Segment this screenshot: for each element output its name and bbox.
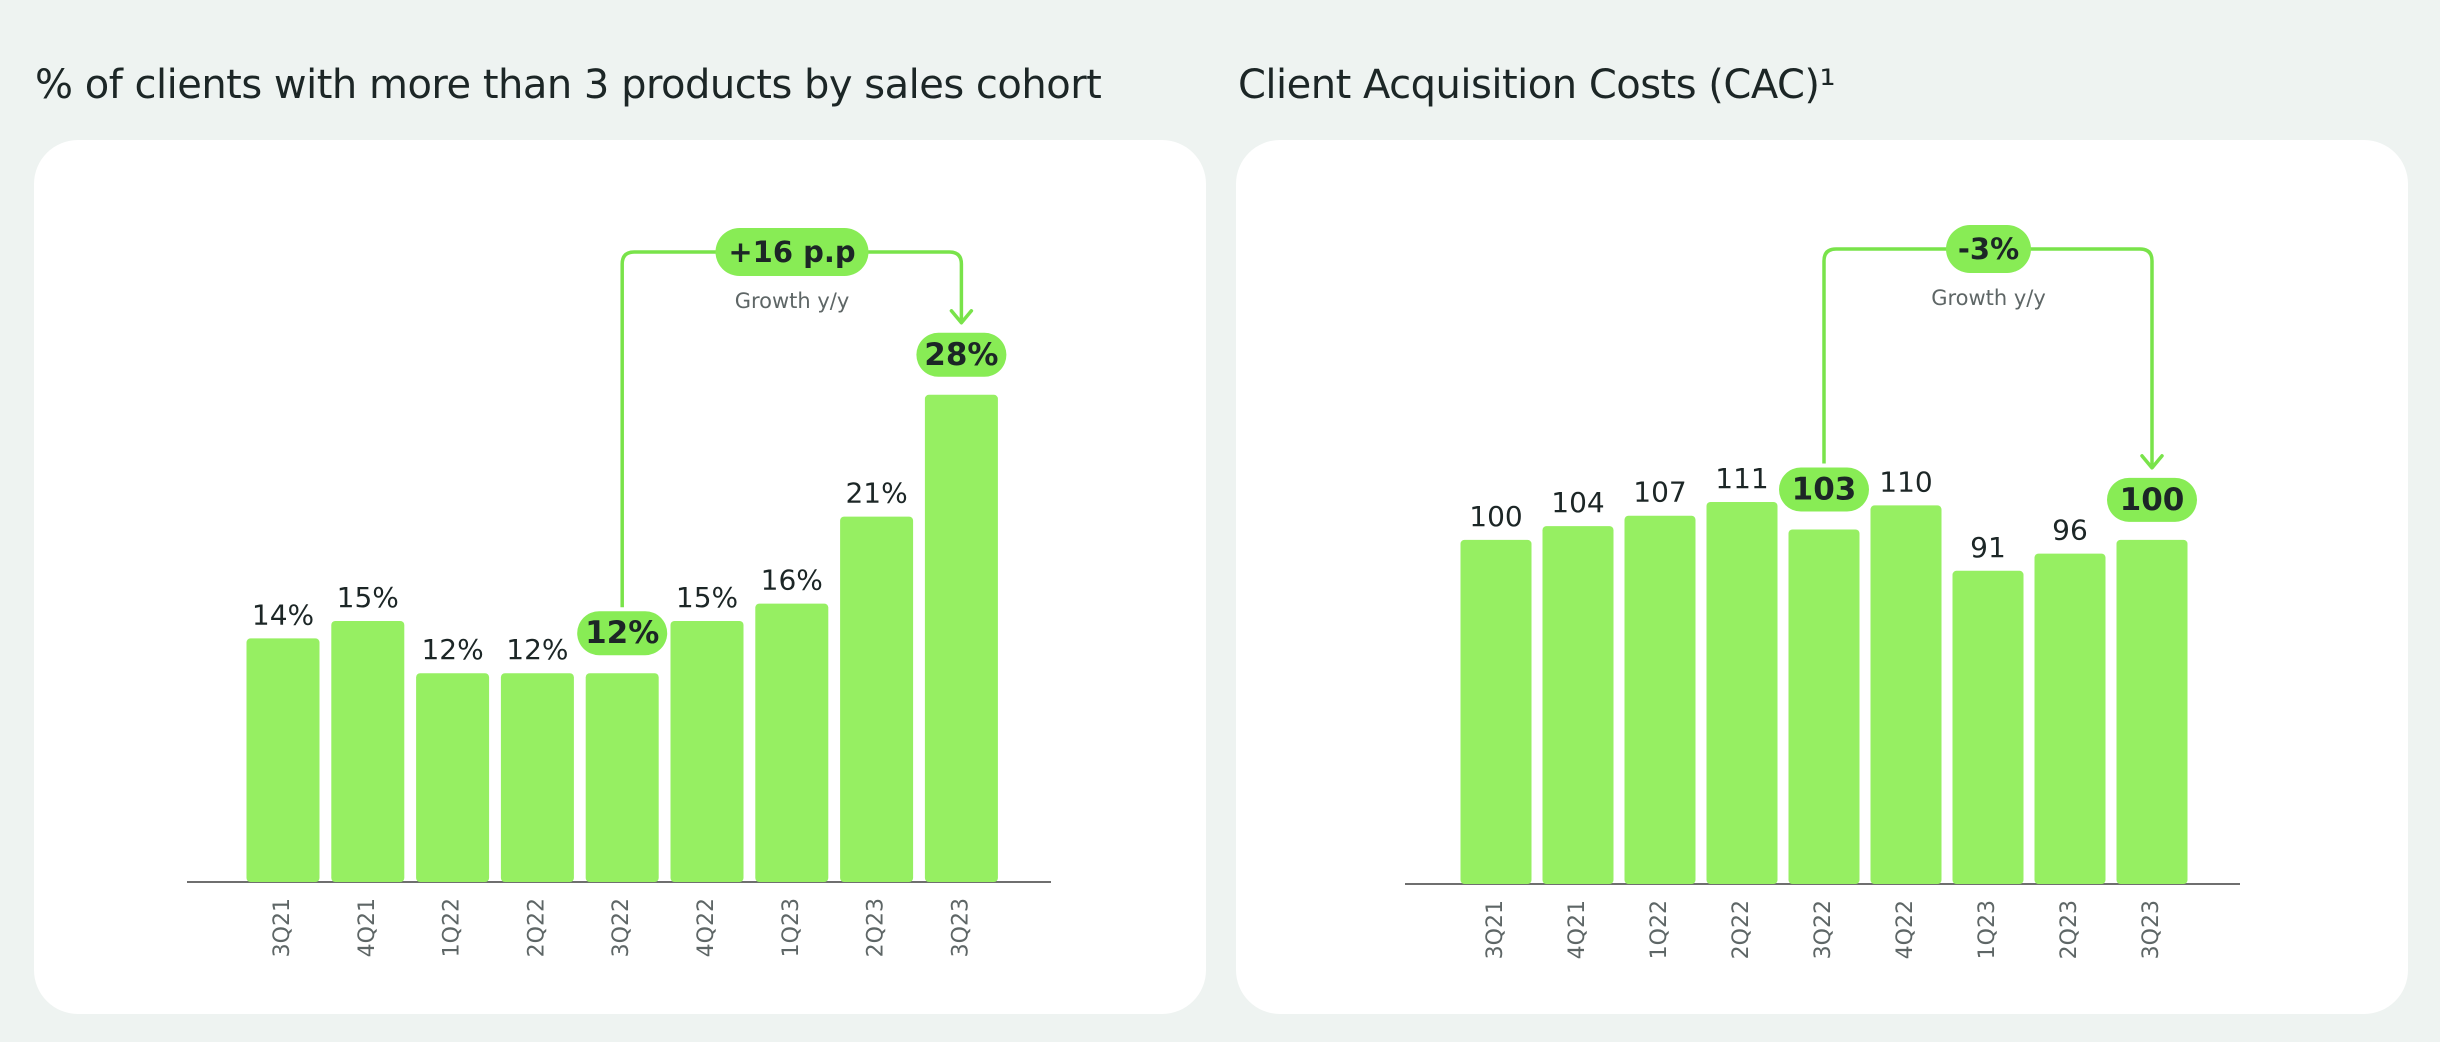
value-label: 14% [252,598,314,631]
value-label: 96 [2052,514,2088,547]
x-tick-label: 4Q22 [694,898,719,957]
x-tick-label: 3Q23 [2139,900,2164,959]
bar-cac-3Q21 [1460,539,1532,884]
growth-sublabel: Growth y/y [1931,286,2046,310]
bar-clients-4Q21 [331,621,405,882]
chart-card-cac: 3Q21 100 4Q21 104 1Q22 107 2Q22 111 3Q22 103 4Q22 1… [1236,140,2408,1014]
growth-arrow-head [2140,454,2164,470]
x-tick-label: 3Q23 [948,898,973,957]
bar-cac-2Q23 [2034,553,2106,884]
x-tick-label: 1Q23 [1975,900,2000,959]
value-label-highlighted: 103 [1792,472,1857,508]
bar-clients-3Q23 [924,394,998,882]
x-tick-label: 1Q22 [440,898,465,957]
bar-chart-cac: 3Q21 100 4Q21 104 1Q22 107 2Q22 111 3Q22 103 4Q22 1… [1405,225,2240,959]
bar-clients-3Q21 [246,638,320,882]
x-tick-label: 3Q21 [270,898,295,957]
value-label-highlighted: 12% [585,615,659,651]
growth-label: +16 p.p [728,235,855,269]
x-tick-label: 1Q22 [1647,900,1672,959]
bar-cac-4Q22 [1870,505,1942,884]
value-label: 21% [845,477,907,510]
x-tick-label: 2Q22 [524,898,549,957]
value-pill [2107,477,2197,522]
x-tick-label: 4Q21 [1565,900,1590,959]
growth-arrow-head [949,309,974,325]
bar-clients-1Q22 [416,673,490,882]
x-tick-label: 3Q22 [1811,900,1836,959]
bar-cac-1Q22 [1624,515,1696,884]
bar-chart-clients-products: 3Q21 14% 4Q21 15% 1Q22 12% 2Q22 12% 3Q22 12% 4Q22 1… [187,228,1051,957]
value-label: 15% [676,581,738,614]
bar-clients-3Q22 [585,673,659,882]
value-label: 12% [506,633,568,666]
growth-pill [1946,225,2031,273]
value-label: 15% [337,581,399,614]
value-label: 12% [421,633,483,666]
chart-card-clients-products: 3Q21 14% 4Q21 15% 1Q22 12% 2Q22 12% 3Q22 12% 4Q22 1… [34,140,1206,1014]
value-label: 107 [1633,476,1686,509]
value-pill [577,611,668,656]
x-tick-label: 4Q21 [355,898,380,957]
x-tick-label: 2Q23 [2057,900,2082,959]
value-label-highlighted: 100 [2120,482,2185,518]
bar-clients-1Q23 [755,603,829,882]
x-tick-label: 2Q23 [864,898,889,957]
chart-title-clients-products: % of clients with more than 3 products b… [35,62,1102,108]
bar-cac-3Q22 [1788,529,1860,884]
bar-cac-1Q23 [1952,570,2024,884]
value-label: 110 [1879,465,1932,498]
value-pill [1779,467,1869,512]
bar-cac-4Q21 [1542,526,1614,884]
x-tick-label: 1Q23 [779,898,804,957]
x-tick-label: 2Q22 [1729,900,1754,959]
value-label: 104 [1551,486,1604,519]
growth-pill [715,228,869,276]
growth-sublabel: Growth y/y [735,289,850,313]
value-label: 111 [1715,462,1768,495]
bar-clients-2Q22 [500,673,574,882]
bar-clients-2Q23 [840,516,914,882]
x-tick-label: 3Q21 [1483,900,1508,959]
bar-clients-4Q22 [670,621,744,882]
x-tick-label: 3Q22 [609,898,634,957]
value-label: 16% [761,564,823,597]
bar-cac-2Q22 [1706,501,1778,884]
value-label: 100 [1469,500,1522,533]
value-pill [916,332,1007,377]
value-label-highlighted: 28% [924,337,998,373]
x-tick-label: 4Q22 [1893,900,1918,959]
growth-label: -3% [1958,232,2019,266]
growth-connector-line [1822,247,2154,468]
chart-title-cac: Client Acquisition Costs (CAC)¹ [1238,62,1836,108]
bar-cac-3Q23 [2116,539,2188,884]
value-label: 91 [1970,531,2006,564]
